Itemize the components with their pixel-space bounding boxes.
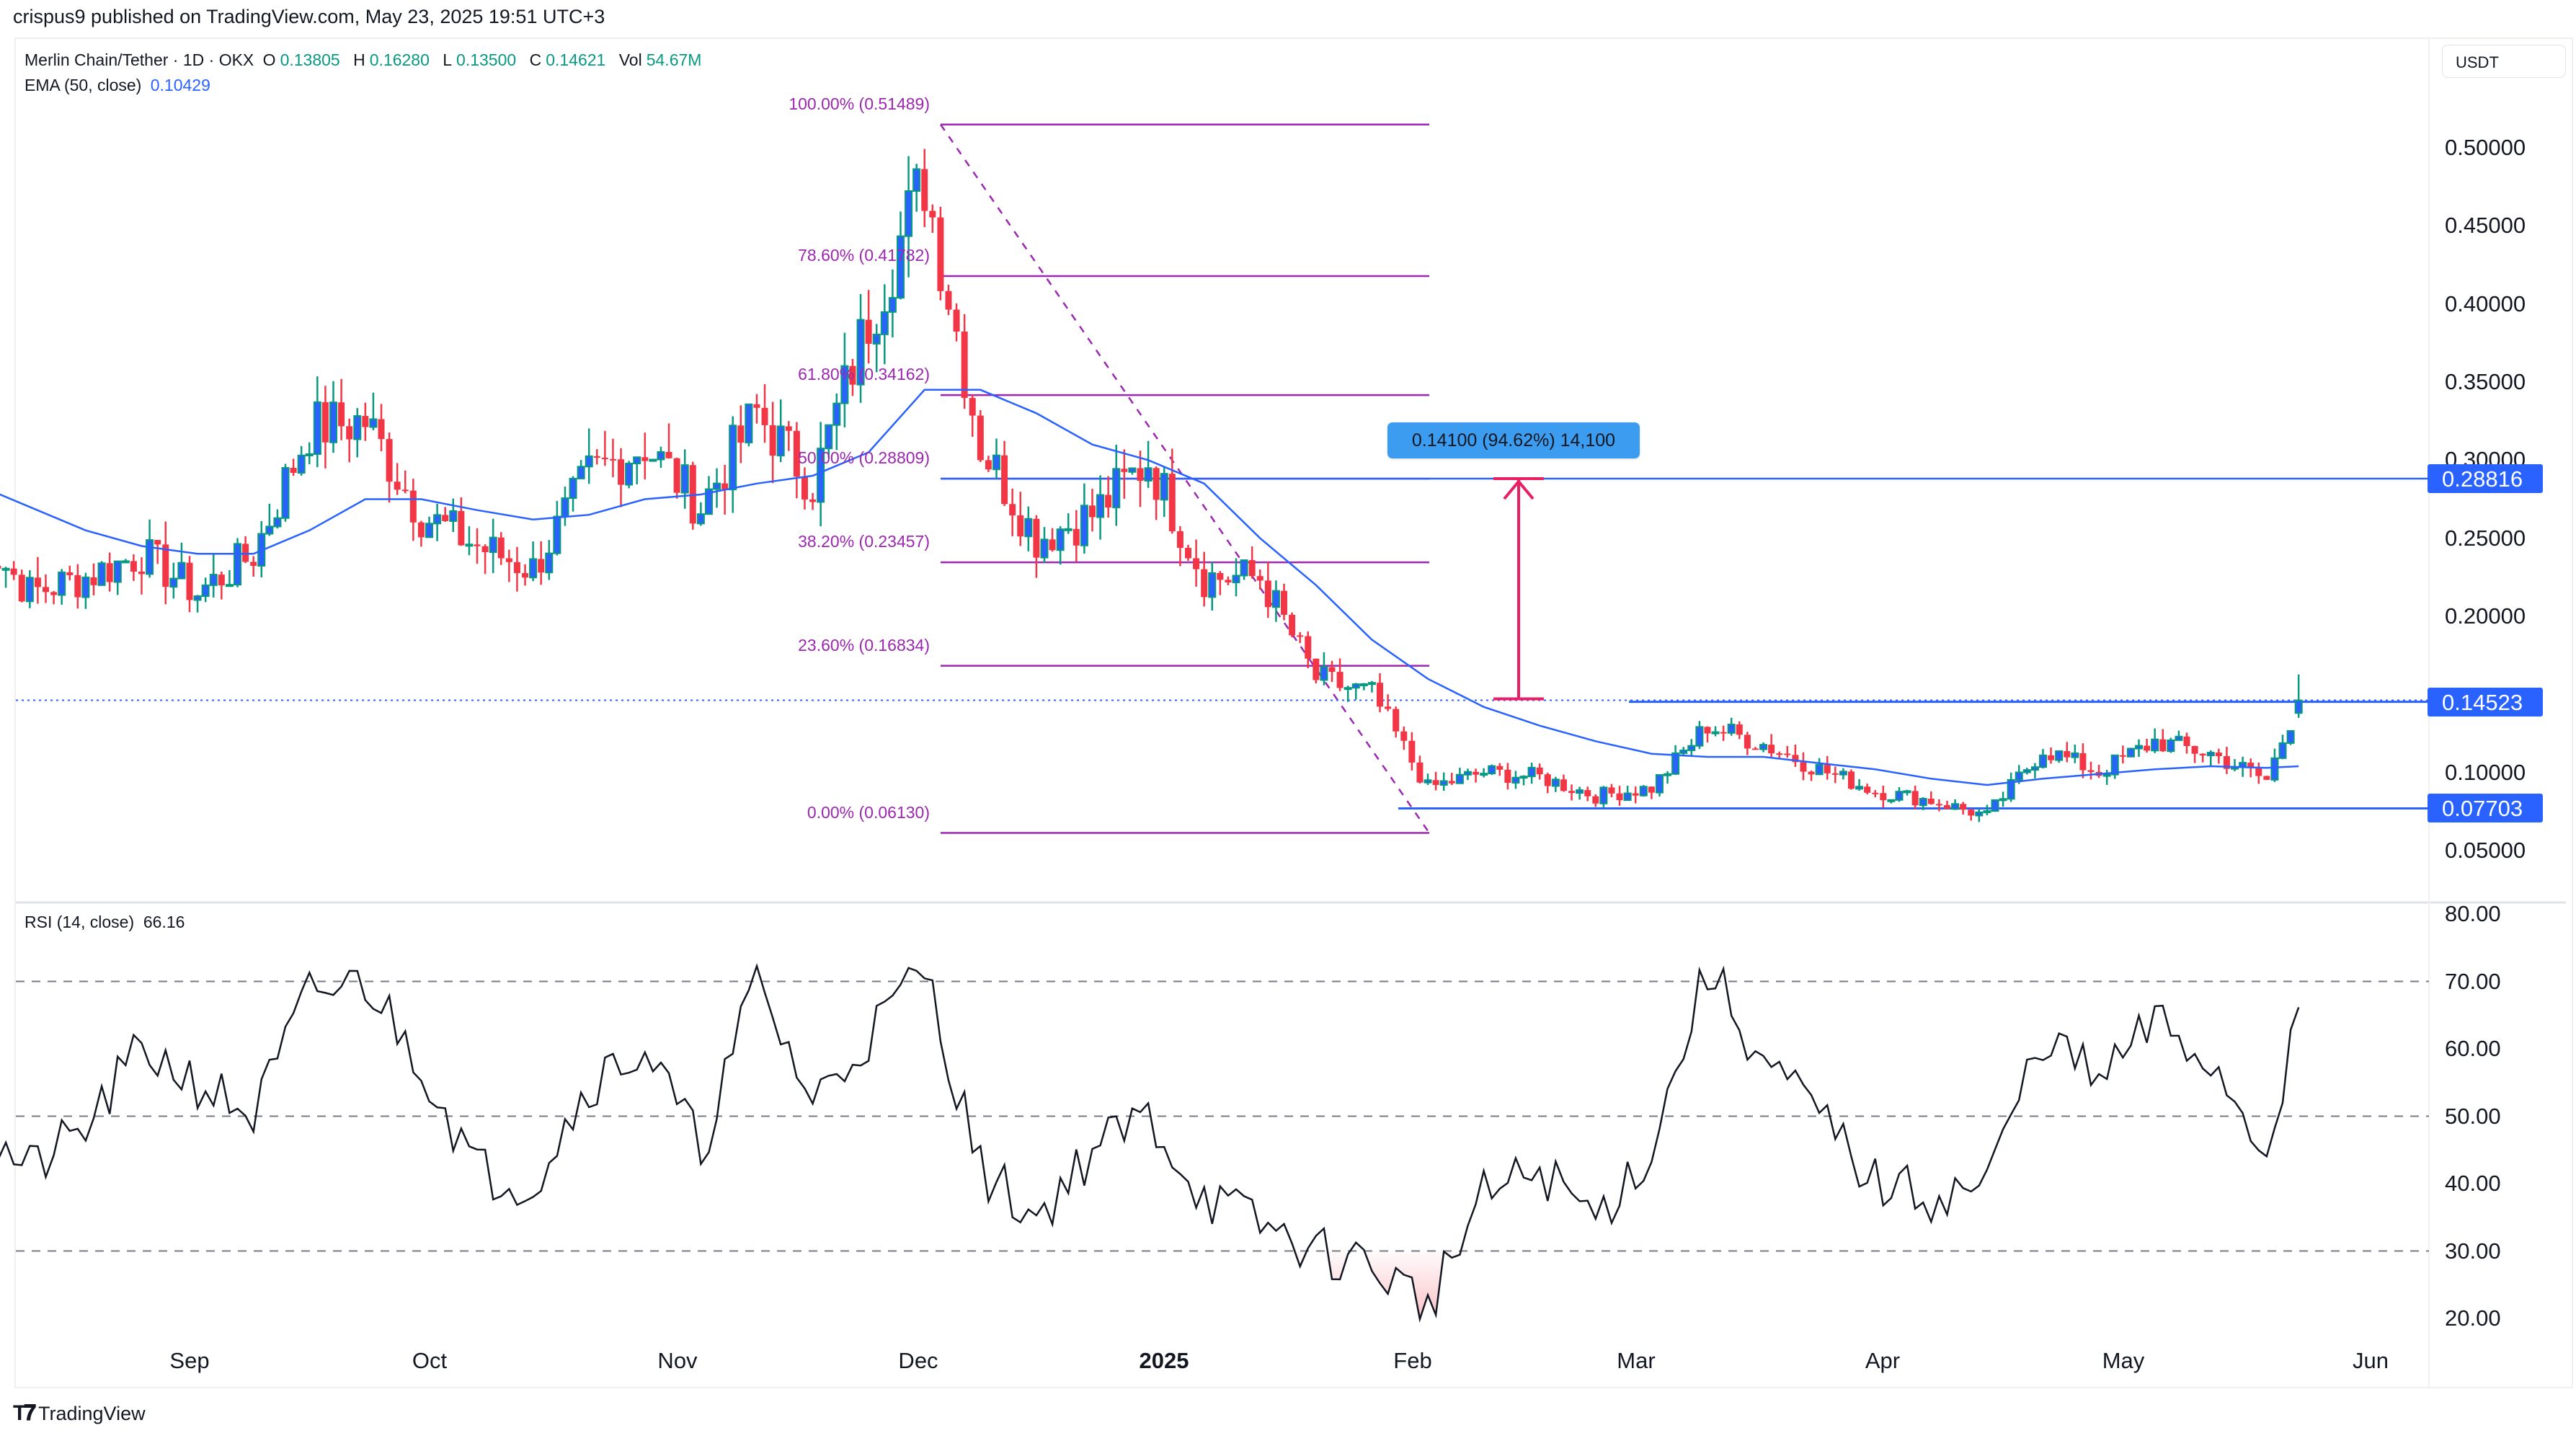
- rsi-tick: 70.00: [2445, 968, 2501, 994]
- currency-button[interactable]: USDT: [2442, 45, 2566, 78]
- low-label: L: [443, 50, 453, 69]
- price-tick: 0.25000: [2445, 525, 2526, 551]
- rsi-tick: 60.00: [2445, 1036, 2501, 1061]
- fib-level-label: 0.00% (0.06130): [807, 802, 930, 822]
- high-label: H: [353, 50, 365, 69]
- tradingview-logo-icon: T𝟕: [13, 1401, 36, 1425]
- time-tick: Apr: [1865, 1348, 1901, 1373]
- rsi-legend: RSI (14, close) 66.16: [25, 913, 185, 932]
- fib-level-label: 100.00% (0.51489): [789, 94, 930, 113]
- low-value: 0.13500: [456, 50, 517, 69]
- symbol-legend: Merlin Chain/Tether · 1D · OKX O 0.13805 …: [25, 48, 710, 98]
- ema-row: EMA (50, close) 0.10429: [25, 73, 710, 98]
- time-tick: Oct: [412, 1348, 448, 1373]
- price-tag: 0.28816: [2428, 463, 2543, 493]
- time-tick: 2025: [1139, 1348, 1189, 1373]
- ema-value: 0.10429: [150, 76, 210, 94]
- rsi-tick: 40.00: [2445, 1171, 2501, 1196]
- rsi-label[interactable]: RSI (14, close): [25, 913, 135, 931]
- high-value: 0.16280: [369, 50, 430, 69]
- time-tick: Dec: [898, 1348, 938, 1373]
- time-tick: Nov: [657, 1348, 698, 1373]
- fib-level-label: 50.00% (0.28809): [798, 448, 930, 468]
- time-tick: Jun: [2353, 1348, 2389, 1373]
- price-tick: 0.20000: [2445, 603, 2526, 629]
- time-tick: Feb: [1393, 1348, 1432, 1373]
- close-value: 0.14621: [546, 50, 606, 69]
- price-tick: 0.10000: [2445, 759, 2526, 785]
- price-tick: 0.40000: [2445, 290, 2526, 316]
- price-tick: 0.35000: [2445, 369, 2526, 394]
- price-tag: 0.07703: [2428, 794, 2543, 823]
- rsi-tick: 80.00: [2445, 901, 2501, 926]
- ohlc-row: Merlin Chain/Tether · 1D · OKX O 0.13805 …: [25, 48, 710, 73]
- time-tick: May: [2102, 1348, 2145, 1373]
- branding-text: TradingView: [38, 1402, 146, 1424]
- price-tag: 0.14523: [2428, 687, 2543, 716]
- volume-value: 54.67M: [646, 50, 702, 69]
- rsi-tick: 20.00: [2445, 1305, 2501, 1331]
- volume-label: Vol: [618, 50, 642, 69]
- open-label: O: [262, 50, 276, 69]
- time-tick: Sep: [169, 1348, 210, 1373]
- ema-label[interactable]: EMA (50, close): [25, 76, 142, 94]
- time-tick: Mar: [1617, 1348, 1656, 1373]
- rsi-value: 66.16: [143, 913, 185, 931]
- fib-level-label: 38.20% (0.23457): [798, 532, 930, 551]
- rsi-tick: 50.00: [2445, 1103, 2501, 1129]
- fib-level-label: 23.60% (0.16834): [798, 635, 930, 655]
- fib-level-label: 61.80% (0.34162): [798, 365, 930, 384]
- price-tick: 0.45000: [2445, 213, 2526, 239]
- tradingview-logo[interactable]: T𝟕 TradingView: [13, 1401, 146, 1426]
- price-tick: 0.50000: [2445, 135, 2526, 160]
- price-tick: 0.05000: [2445, 838, 2526, 863]
- open-value: 0.13805: [280, 50, 340, 69]
- measure-tooltip: 0.14100 (94.62%) 14,100: [1387, 422, 1640, 458]
- symbol-name[interactable]: Merlin Chain/Tether · 1D · OKX: [25, 50, 254, 69]
- rsi-tick: 30.00: [2445, 1238, 2501, 1264]
- fib-level-label: 78.60% (0.41782): [798, 246, 930, 265]
- published-caption: crispus9 published on TradingView.com, M…: [13, 6, 605, 27]
- close-label: C: [529, 50, 542, 69]
- chart-frame: [14, 37, 2573, 1388]
